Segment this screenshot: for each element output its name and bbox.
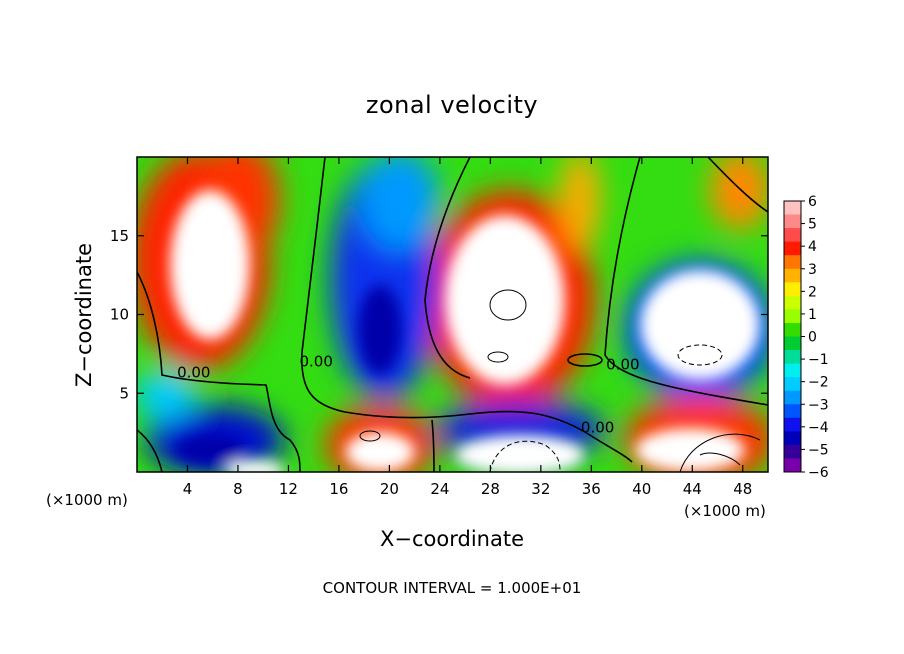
colorbar-swatch bbox=[784, 363, 801, 378]
x-tick-label: 48 bbox=[733, 480, 752, 498]
x-tick-label: 44 bbox=[683, 480, 702, 498]
contour-interval-note: CONTOUR INTERVAL = 1.000E+01 bbox=[323, 579, 582, 597]
colorbar-swatch bbox=[784, 336, 801, 351]
contour-labels: 0.00 0.00 0.00 0.00 bbox=[177, 352, 639, 436]
colorbar-swatch bbox=[784, 390, 801, 405]
colorbar: 6 5 4 3 2 1 0 −1 −2 −3 −4 −5 −6 bbox=[783, 194, 829, 481]
colorbar-tick-label: −3 bbox=[808, 397, 829, 413]
colorbar-swatch bbox=[784, 295, 801, 310]
contour-label: 0.00 bbox=[300, 352, 333, 370]
colorbar-tick-label: −1 bbox=[808, 352, 829, 368]
colorbar-tick-label: −5 bbox=[808, 442, 829, 458]
x-tick-label: 36 bbox=[582, 480, 601, 498]
y-axis: 5 10 15 bbox=[110, 227, 768, 402]
colorbar-swatch bbox=[784, 214, 801, 229]
colorbar-swatch bbox=[784, 444, 801, 459]
colorbar-swatch bbox=[784, 417, 801, 432]
colorbar-swatch bbox=[784, 201, 801, 216]
x-tick-label: 4 bbox=[183, 480, 193, 498]
colorbar-tick-label: 5 bbox=[808, 217, 817, 233]
colorbar-swatch bbox=[784, 322, 801, 337]
x-axis: 4 8 12 16 20 24 28 32 36 40 44 48 bbox=[183, 157, 752, 498]
x-tick-label: 32 bbox=[531, 480, 550, 498]
colorbar-tick-label: 4 bbox=[808, 239, 817, 255]
colorbar-swatch bbox=[784, 241, 801, 256]
colorbar-swatch bbox=[784, 268, 801, 283]
chart-title: zonal velocity bbox=[366, 91, 538, 119]
secondary-contours bbox=[359, 289, 761, 472]
y-axis-title: Z−coordinate bbox=[72, 243, 96, 387]
x-tick-label: 28 bbox=[481, 480, 500, 498]
x-tick-label: 24 bbox=[430, 480, 449, 498]
colorbar-tick-label: −4 bbox=[808, 420, 829, 436]
colorbar-swatch bbox=[784, 228, 801, 243]
x-tick-label: 20 bbox=[380, 480, 399, 498]
colorbar-swatch bbox=[784, 431, 801, 446]
contour-label: 0.00 bbox=[581, 419, 614, 437]
colorbar-tick-label: −2 bbox=[808, 375, 829, 391]
x-unit-left: (×1000 m) bbox=[46, 491, 128, 509]
colorbar-swatch bbox=[784, 377, 801, 392]
x-tick-label: 16 bbox=[329, 480, 348, 498]
x-axis-title: X−coordinate bbox=[380, 527, 524, 551]
y-tick-label: 15 bbox=[110, 227, 129, 245]
colorbar-swatch bbox=[784, 255, 801, 270]
contour-label: 0.00 bbox=[177, 364, 210, 382]
colorbar-tick-label: 0 bbox=[808, 330, 817, 346]
y-tick-label: 10 bbox=[110, 306, 129, 324]
colorbar-swatch bbox=[784, 350, 801, 365]
colorbar-tick-label: 2 bbox=[808, 284, 817, 300]
colorbar-swatch bbox=[784, 282, 801, 297]
colorbar-swatch bbox=[784, 458, 801, 473]
x-tick-label: 8 bbox=[233, 480, 243, 498]
colorbar-tick-label: 1 bbox=[808, 307, 817, 323]
contour-label: 0.00 bbox=[606, 356, 639, 374]
heatmap-field: 0.00 0.00 0.00 0.00 bbox=[137, 157, 768, 472]
colorbar-tick-label: −6 bbox=[808, 465, 829, 481]
colorbar-swatch bbox=[784, 404, 801, 419]
y-tick-label: 5 bbox=[119, 384, 129, 402]
x-unit-right: (×1000 m) bbox=[684, 502, 766, 520]
x-tick-label: 12 bbox=[279, 480, 298, 498]
colorbar-swatch bbox=[784, 309, 801, 324]
zero-contours bbox=[137, 157, 768, 472]
colorbar-tick-label: 3 bbox=[808, 262, 817, 278]
x-tick-label: 40 bbox=[632, 480, 651, 498]
colorbar-tick-label: 6 bbox=[808, 194, 817, 210]
